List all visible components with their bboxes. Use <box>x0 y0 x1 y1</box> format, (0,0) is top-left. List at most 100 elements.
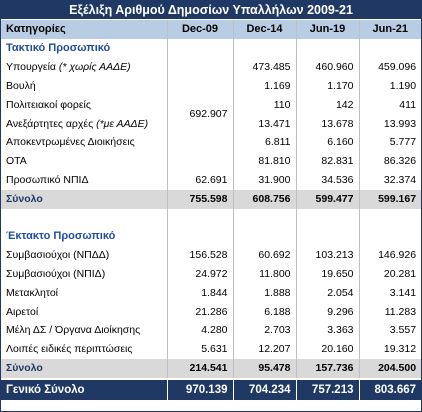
row-label: Προσωπικό ΝΠΙΔ <box>6 174 89 187</box>
spacer-row <box>1 209 422 228</box>
row-label: Σύνολο <box>1 359 167 380</box>
cell-dec14: 110 <box>232 95 296 115</box>
cell-dec14: 473.485 <box>232 57 296 77</box>
cell-dec14: 6.811 <box>232 133 296 153</box>
table-row: ΟΤΑ 81.810 82.831 86.326 <box>1 152 422 172</box>
cell-jun19: 20.160 <box>295 340 359 360</box>
cell-dec09: 62.691 <box>166 171 233 191</box>
cell-jun21: 146.926 <box>358 245 422 265</box>
row-label: Αποκεντρωμένες Διοικήσεις <box>6 136 135 149</box>
cell-jun21: 11.283 <box>358 302 422 322</box>
cell-dec09: 4.280 <box>166 321 233 341</box>
table-row: Βουλή 1.169 1.170 1.190 <box>1 76 422 96</box>
cell-dec14: 81.810 <box>232 152 296 172</box>
cell-jun21: 13.993 <box>358 114 422 134</box>
cell-jun21: 19.312 <box>358 340 422 360</box>
cell-jun21: 599.167 <box>358 190 422 210</box>
header-dec09: Dec-09 <box>166 19 233 39</box>
cell-dec14: 31.900 <box>232 171 296 191</box>
cell-dec14: 1.888 <box>232 283 296 303</box>
table-row: Προσωπικό ΝΠΙΔ 62.691 31.900 34.536 32.3… <box>1 171 422 191</box>
cell-jun21: 1.190 <box>358 76 422 96</box>
cell-dec14: 1.169 <box>232 76 296 96</box>
row-label: Αιρετοί <box>6 305 39 318</box>
row-label: Γενικό Σύνολο <box>1 378 167 401</box>
cell-jun19: 103.213 <box>295 245 359 265</box>
cell-dec09: 214.541 <box>166 359 233 380</box>
cell-dec09: 21.286 <box>166 302 233 322</box>
cell-jun21: 20.281 <box>358 264 422 284</box>
row-label: Υπουργεία (* χωρίς ΑΑΔΕ) <box>6 60 131 73</box>
table-row: Πολιτειακοί φορείς 110 142 411 <box>1 95 422 115</box>
row-label: Λοιπές ειδικές περιπτώσεις <box>6 343 133 356</box>
cell-dec14: 13.471 <box>232 114 296 134</box>
row-label: Βουλή <box>6 79 36 92</box>
cell-dec14: 12.207 <box>232 340 296 360</box>
cell-jun21: 5.777 <box>358 133 422 153</box>
header-jun19: Jun-19 <box>295 19 359 39</box>
cell-jun19: 82.831 <box>295 152 359 172</box>
section-header-regular: Τακτικό Προσωπικό <box>1 39 422 58</box>
table-row: Μετακλητοί 1.844 1.888 2.054 3.141 <box>1 283 422 303</box>
cell-jun19: 157.736 <box>295 359 359 380</box>
merged-dec09-value: 692.907 <box>166 57 233 172</box>
cell-jun19: 599.477 <box>295 190 359 210</box>
table-row: Αποκεντρωμένες Διοικήσεις 6.811 6.160 5.… <box>1 133 422 153</box>
row-label: Μέλη ΔΣ / Όργανα Διοίκησης <box>6 324 141 337</box>
row-label: Πολιτειακοί φορείς <box>6 98 91 111</box>
table-row: Συμβασιούχοι (ΝΠΙΔ) 24.972 11.800 19.650… <box>1 264 422 284</box>
cell-jun19: 460.960 <box>295 57 359 77</box>
cell-jun21: 3.141 <box>358 283 422 303</box>
header-categories: Κατηγορίες <box>1 19 167 39</box>
cell-jun21: 803.667 <box>358 378 422 401</box>
table-title: Εξέλιξη Αριθμού Δημοσίων Υπαλλήλων 2009-… <box>1 1 422 20</box>
table-row: Συμβασιούχοι (ΝΠΔΔ) 156.528 60.692 103.2… <box>1 245 422 265</box>
section-label: Έκτακτο Προσωπικό <box>6 229 116 242</box>
row-label: Συμβασιούχοι (ΝΠΙΔ) <box>6 267 106 280</box>
employees-table: Εξέλιξη Αριθμού Δημοσίων Υπαλλήλων 2009-… <box>1 1 422 401</box>
cell-jun21: 3.557 <box>358 321 422 341</box>
row-label: Σύνολο <box>1 190 167 210</box>
header-jun21: Jun-21 <box>358 19 422 39</box>
cell-dec09: 1.844 <box>166 283 233 303</box>
cell-jun21: 204.500 <box>358 359 422 380</box>
section-header-temporary: Έκτακτο Προσωπικό <box>1 227 422 246</box>
cell-dec14: 11.800 <box>232 264 296 284</box>
cell-jun21: 32.374 <box>358 171 422 191</box>
table-row: Μέλη ΔΣ / Όργανα Διοίκησης 4.280 2.703 3… <box>1 321 422 341</box>
subtotal-row-temporary: Σύνολο 214.541 95.478 157.736 204.500 <box>1 359 422 380</box>
cell-jun19: 13.678 <box>295 114 359 134</box>
cell-dec09: 970.139 <box>166 378 233 401</box>
row-label: Μετακλητοί <box>6 286 59 299</box>
grand-total-row: Γενικό Σύνολο 970.139 704.234 757.213 80… <box>1 378 422 401</box>
table-row: Ανεξάρτητες αρχές (*με ΑΑΔΕ) 13.471 13.6… <box>1 114 422 134</box>
section-label: Τακτικό Προσωπικό <box>6 41 111 54</box>
subtotal-row-regular: Σύνολο 755.598 608.756 599.477 599.167 <box>1 190 422 210</box>
cell-jun19: 6.160 <box>295 133 359 153</box>
cell-jun19: 1.170 <box>295 76 359 96</box>
cell-dec14: 608.756 <box>232 190 296 210</box>
cell-jun19: 3.363 <box>295 321 359 341</box>
cell-dec14: 95.478 <box>232 359 296 380</box>
cell-dec09: 156.528 <box>166 245 233 265</box>
cell-jun19: 9.296 <box>295 302 359 322</box>
title-row: Εξέλιξη Αριθμού Δημοσίων Υπαλλήλων 2009-… <box>1 1 422 20</box>
cell-dec14: 6.188 <box>232 302 296 322</box>
cell-jun19: 142 <box>295 95 359 115</box>
cell-dec14: 704.234 <box>232 378 296 401</box>
table-row: Υπουργεία (* χωρίς ΑΑΔΕ) 692.907 473.485… <box>1 57 422 172</box>
cell-dec14: 60.692 <box>232 245 296 265</box>
header-row: Κατηγορίες Dec-09 Dec-14 Jun-19 Jun-21 <box>1 19 422 39</box>
row-label: Ανεξάρτητες αρχές (*με ΑΑΔΕ) <box>6 117 149 130</box>
cell-dec14: 2.703 <box>232 321 296 341</box>
row-label: ΟΤΑ <box>6 155 27 168</box>
cell-dec09: 755.598 <box>166 190 233 210</box>
header-dec14: Dec-14 <box>232 19 296 39</box>
row-label: Συμβασιούχοι (ΝΠΔΔ) <box>6 248 110 261</box>
table-row: Αιρετοί 21.286 6.188 9.296 11.283 <box>1 302 422 322</box>
cell-jun19: 2.054 <box>295 283 359 303</box>
cell-jun21: 459.096 <box>358 57 422 77</box>
cell-jun19: 34.536 <box>295 171 359 191</box>
cell-dec09: 5.631 <box>166 340 233 360</box>
